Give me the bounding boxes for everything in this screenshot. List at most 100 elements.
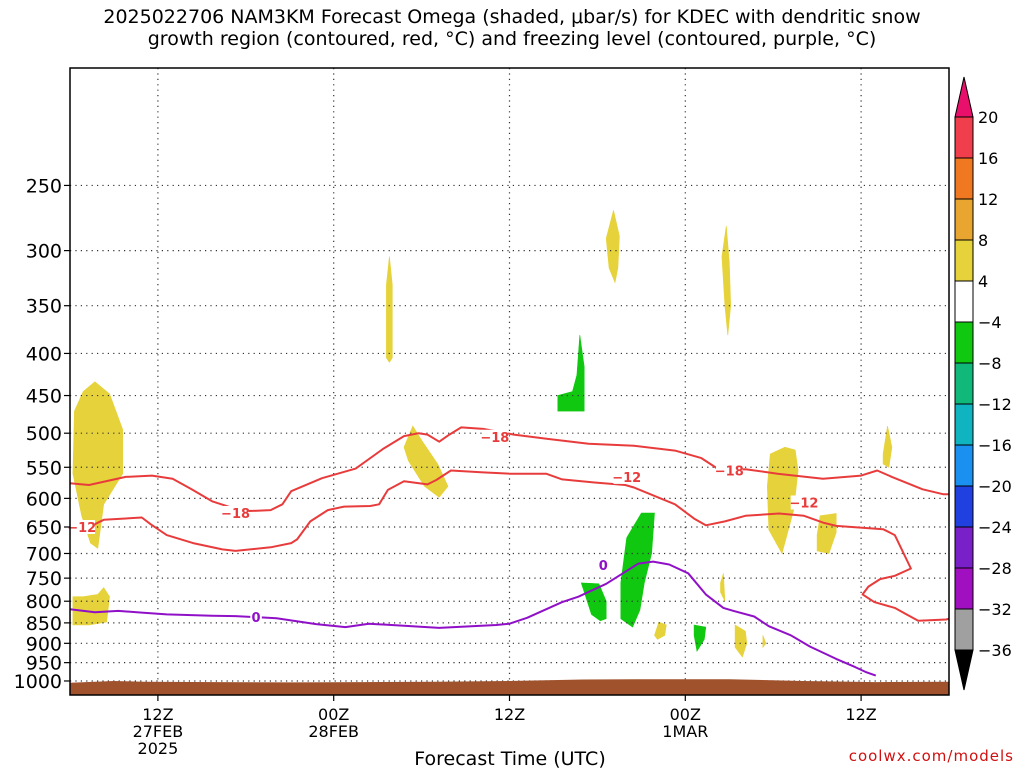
colorbar-top-arrow	[954, 76, 974, 118]
y-tick-label: 1000	[14, 671, 62, 693]
contour-label: −12	[612, 471, 641, 486]
chart-title: 2025022706 NAM3KM Forecast Omega (shaded…	[0, 6, 1024, 50]
omega-region-2	[386, 256, 393, 363]
x-tick-label: 12Z	[142, 705, 173, 724]
y-tick-label: 300	[26, 241, 62, 263]
colorbar-tick-label: 16	[978, 149, 998, 168]
omega-region-13	[557, 335, 585, 412]
x-tick-label: 12Z	[494, 705, 525, 724]
contour-label-bg	[716, 463, 743, 478]
omega-region-16	[693, 624, 707, 653]
contour-label-bg	[222, 505, 249, 520]
colorbar-swatch	[954, 526, 974, 569]
contour-label-bg	[481, 429, 509, 444]
contour-label-bg	[68, 519, 95, 534]
omega-region-4	[605, 210, 620, 284]
y-tick-label: 500	[26, 423, 62, 445]
contour-m12-0	[70, 469, 949, 622]
colorbar: 20 16 12 8 4 −4 −8 −12 −16 −20 −24 −28 −32 −36	[954, 76, 1012, 691]
y-tick-label: 450	[26, 386, 62, 408]
contour-0-2	[70, 560, 877, 677]
contour-label-bg	[250, 609, 262, 624]
x-tick-label: 00Z	[318, 705, 349, 724]
colorbar-tick-label: −20	[978, 477, 1012, 496]
colorbar-swatch	[954, 198, 974, 241]
colorbar-swatch	[954, 444, 974, 487]
colorbar-tick-label: 4	[978, 272, 988, 291]
watermark: coolwx.com/models	[848, 747, 1014, 765]
omega-region-9	[654, 621, 667, 640]
colorbar-swatch	[954, 485, 974, 528]
colorbar-tick-label: −8	[978, 354, 1002, 373]
y-tick-label: 600	[26, 488, 62, 510]
x-tick-sublabel: 27FEB	[133, 722, 184, 741]
colorbar-tick-label: −24	[978, 518, 1012, 537]
ground-layer	[70, 679, 949, 695]
contour-label: −12	[789, 497, 818, 512]
colorbar-swatch	[954, 608, 974, 651]
contour-label-bg	[613, 469, 640, 484]
y-tick-label: 900	[26, 633, 62, 655]
colorbar-swatch	[954, 403, 974, 446]
contour-m18-1	[70, 426, 949, 513]
omega-region-15	[620, 512, 655, 628]
contour-label: −18	[480, 431, 509, 446]
colorbar-bottom-arrow	[954, 649, 974, 691]
colorbar-swatch	[954, 239, 974, 282]
y-tick-label: 250	[26, 175, 62, 197]
omega-region-11	[734, 624, 748, 658]
title-line-1: 2025022706 NAM3KM Forecast Omega (shaded…	[103, 6, 921, 28]
y-tick-label: 950	[26, 653, 62, 675]
colorbar-tick-label: 20	[978, 108, 998, 127]
colorbar-tick-label: −28	[978, 559, 1012, 578]
y-tick-label: 850	[26, 613, 62, 635]
axes-layer: 2503003504004505005506006507007508008509…	[14, 175, 877, 758]
colorbar-swatch	[954, 280, 974, 323]
contour-label: −18	[715, 465, 744, 480]
colorbar-tick-label: −36	[978, 641, 1012, 660]
colorbar-tick-label: −4	[978, 313, 1002, 332]
colorbar-swatch	[954, 321, 974, 364]
colorbar-tick-label: −16	[978, 436, 1012, 455]
omega-region-10	[720, 573, 726, 602]
y-tick-label: 350	[26, 296, 62, 318]
omega-region-1	[72, 587, 110, 626]
contour-layer	[70, 426, 949, 677]
contour-label-layer: −12 −12 −12 −18 −18 −18 0 0	[67, 429, 818, 626]
colorbar-tick-label: 8	[978, 231, 988, 250]
omega-region-8	[882, 425, 893, 468]
omega-region-7	[816, 513, 837, 554]
colorbar-swatch	[954, 362, 974, 405]
contour-label: −18	[221, 507, 250, 522]
contour-label: 0	[252, 611, 261, 626]
ground-surface	[70, 679, 949, 695]
y-tick-label: 700	[26, 543, 62, 565]
omega-region-12	[762, 635, 767, 649]
y-tick-label: 800	[26, 591, 62, 613]
colorbar-tick-label: 12	[978, 190, 998, 209]
colorbar-swatch	[954, 116, 974, 159]
omega-shading-layer	[72, 210, 893, 658]
contour-label-bg	[790, 495, 818, 510]
omega-region-5	[721, 225, 732, 336]
x-tick-sublabel: 28FEB	[308, 722, 359, 741]
x-tick-sublabel: 1MAR	[662, 722, 708, 741]
y-tick-label: 550	[26, 457, 62, 479]
colorbar-swatch	[954, 567, 974, 610]
colorbar-swatch	[954, 157, 974, 200]
x-axis-label: Forecast Time (UTC)	[414, 748, 605, 768]
y-tick-label: 650	[26, 517, 62, 539]
title-line-2: growth region (contoured, red, °C) and f…	[147, 28, 877, 50]
x-tick-label: 00Z	[670, 705, 701, 724]
colorbar-tick-label: −32	[978, 600, 1012, 619]
x-tick-sublabel: 2025	[138, 739, 179, 758]
colorbar-tick-label: −12	[978, 395, 1012, 414]
contour-label: 0	[599, 559, 608, 574]
grid-layer	[70, 68, 949, 695]
x-tick-label: 12Z	[845, 705, 876, 724]
omega-region-0	[72, 381, 123, 549]
omega-region-3	[403, 425, 449, 498]
y-tick-label: 400	[26, 343, 62, 365]
contour-label-bg	[597, 558, 610, 573]
